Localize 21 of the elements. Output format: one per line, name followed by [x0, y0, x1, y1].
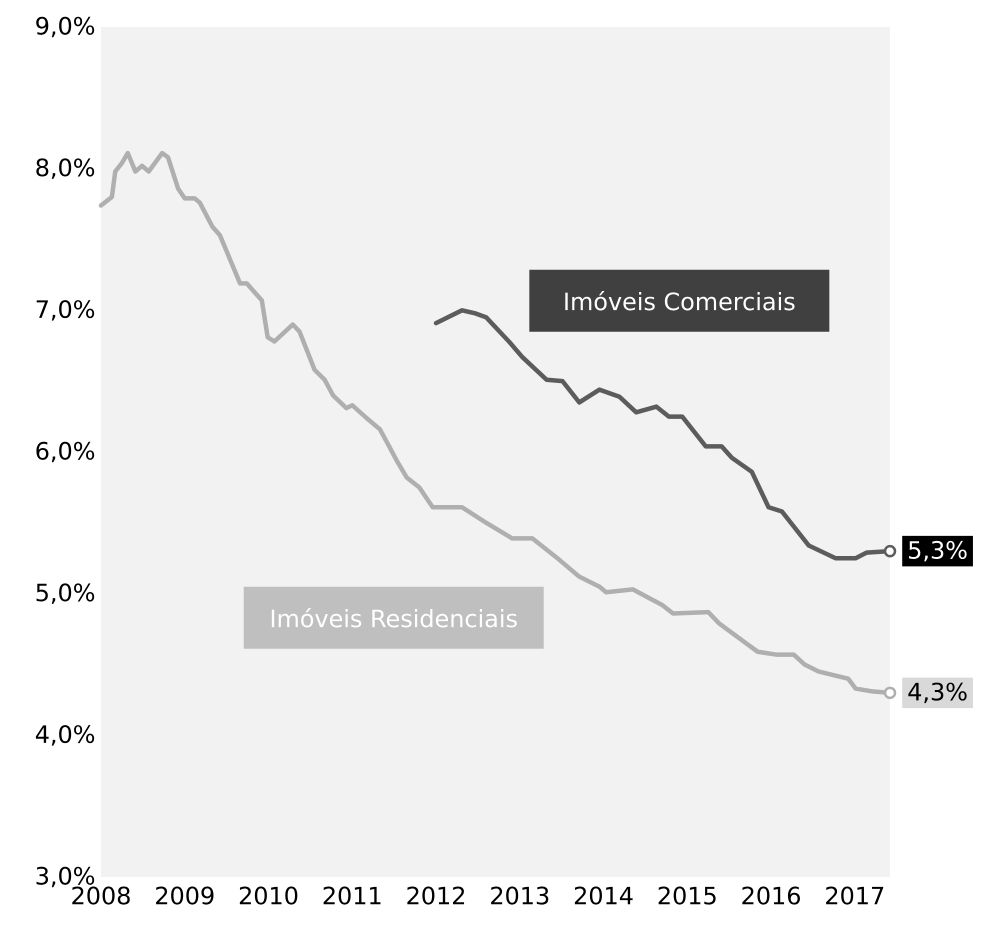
x-tick-label: 2015 [658, 886, 716, 905]
y-tick-label: 4,0% [36, 725, 94, 746]
x-tick-label: 2017 [826, 886, 884, 905]
x-tick-label: 2008 [72, 886, 130, 905]
data-label: 4,3% [908, 682, 967, 704]
y-tick-label: 5,0% [36, 583, 94, 604]
x-tick-label: 2014 [574, 886, 633, 905]
y-tick-label: 6,0% [36, 442, 94, 462]
y-tick-label: 3,0% [36, 866, 94, 888]
x-tick-label: 2013 [491, 886, 548, 905]
x-tick-label: 2016 [742, 886, 800, 905]
x-tick-label: 2009 [156, 886, 214, 905]
x-tick-label: 2011 [324, 886, 380, 905]
text: Imóveis Residenciais [272, 608, 517, 628]
data-label: 5,3% [909, 540, 967, 562]
x-tick-label: 2012 [407, 886, 464, 905]
text: Imóveis Comerciais [565, 290, 795, 310]
y-tick-label: 9,0% [36, 16, 94, 38]
x-tick-label: 2010 [240, 886, 298, 905]
y-tick-label: 8,0% [36, 158, 94, 179]
y-tick-label: 7,0% [36, 300, 94, 321]
